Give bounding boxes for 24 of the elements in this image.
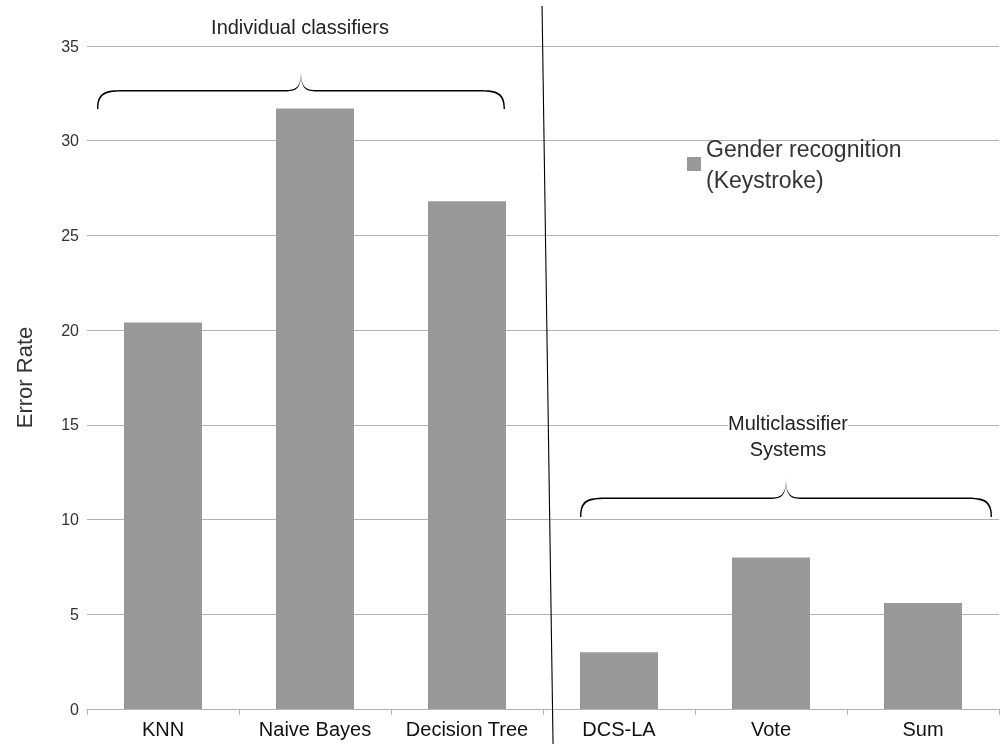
bar <box>428 201 506 709</box>
bar <box>884 602 962 709</box>
y-tick-label: 30 <box>61 132 80 150</box>
x-tick-label: Sum <box>902 718 944 740</box>
x-tick-label: KNN <box>141 718 185 740</box>
bar <box>580 652 658 709</box>
y-axis-title: Error Rate <box>11 326 37 429</box>
bar <box>276 108 354 709</box>
x-tick-label: Decision Tree <box>405 718 529 740</box>
x-tick-label: Naive Bayes <box>258 718 372 740</box>
y-tick-label: 0 <box>70 700 80 718</box>
x-tick-label: Vote <box>750 718 792 740</box>
legend-label: Gender recognition (Keystroke) <box>706 135 909 193</box>
y-tick-label: 15 <box>61 416 80 434</box>
annotation: Multiclassifier Systems <box>727 410 849 462</box>
y-tick-label: 35 <box>61 37 80 55</box>
y-tick-label: 20 <box>61 321 80 339</box>
bar <box>124 322 202 709</box>
y-tick-label: 5 <box>70 605 80 623</box>
x-tick-label: DCS-LA <box>582 718 657 740</box>
text: Individual classifiers <box>211 14 389 40</box>
y-tick-label: 25 <box>61 226 80 244</box>
bar <box>732 557 810 709</box>
y-tick-label: 10 <box>61 511 80 529</box>
